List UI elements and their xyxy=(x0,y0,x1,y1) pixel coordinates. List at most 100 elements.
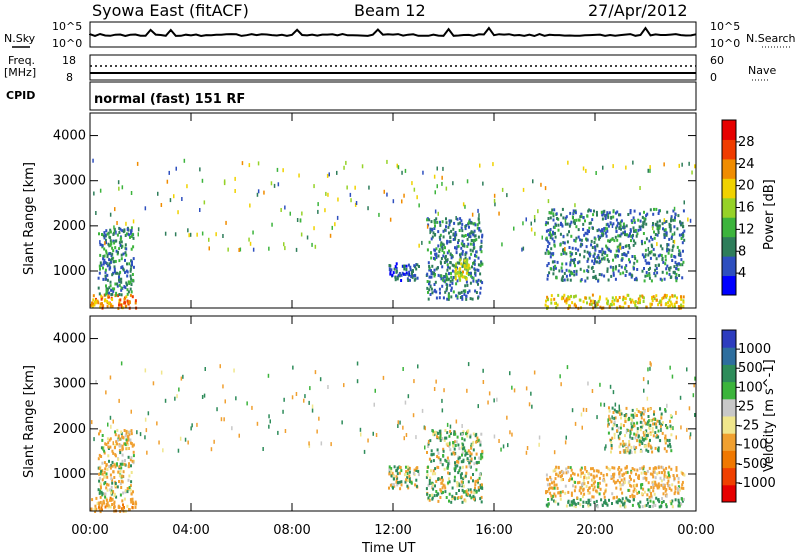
heatmap-cell xyxy=(671,294,674,298)
colorbar-tick-label: 1000 xyxy=(738,342,771,357)
heatmap-cell xyxy=(644,253,647,257)
heatmap-cell xyxy=(618,222,621,226)
heatmap-cell xyxy=(655,425,658,429)
heatmap-cell xyxy=(643,388,645,393)
heatmap-cell xyxy=(460,226,463,230)
heatmap-cell xyxy=(446,268,449,272)
heatmap-cell xyxy=(630,413,633,417)
heatmap-cell xyxy=(595,304,598,308)
heatmap-cell xyxy=(664,434,667,438)
heatmap-cell xyxy=(623,477,626,481)
heatmap-cell xyxy=(614,277,617,281)
heatmap-cell xyxy=(466,457,469,461)
heatmap-cell xyxy=(554,231,556,235)
heatmap-cell xyxy=(136,161,139,166)
heatmap-cell xyxy=(674,216,676,220)
heatmap-cell xyxy=(131,459,134,463)
heatmap-cell xyxy=(444,429,447,432)
heatmap-cell xyxy=(621,491,624,495)
heatmap-cell xyxy=(611,466,614,470)
heatmap-cell xyxy=(407,279,410,282)
colorbar-swatch xyxy=(722,450,736,469)
heatmap-cell xyxy=(462,261,465,265)
heatmap-cell xyxy=(464,256,467,260)
heatmap-cell xyxy=(556,472,559,476)
heatmap-cell xyxy=(442,254,445,258)
heatmap-cell xyxy=(99,510,102,514)
heatmap-cell xyxy=(461,451,464,455)
heatmap-cell xyxy=(632,300,635,304)
heatmap-cell xyxy=(660,504,663,508)
heatmap-cell xyxy=(107,454,110,458)
heatmap-cell xyxy=(614,235,617,239)
heatmap-cell xyxy=(563,278,566,282)
heatmap-cell xyxy=(584,279,587,283)
heatmap-cell xyxy=(295,247,298,252)
heatmap-cell xyxy=(343,165,345,170)
heatmap-cell xyxy=(611,427,614,431)
heatmap-cell xyxy=(549,231,552,235)
heatmap-cell xyxy=(547,252,550,255)
heatmap-cell xyxy=(92,294,95,298)
heatmap-cell xyxy=(549,486,552,490)
heatmap-cell xyxy=(451,278,454,282)
heatmap-cell xyxy=(457,239,460,242)
heatmap-cell xyxy=(634,304,637,307)
heatmap-cell xyxy=(411,181,413,186)
heatmap-cell xyxy=(571,258,574,262)
heatmap-cell xyxy=(460,246,463,250)
heatmap-cell xyxy=(100,455,103,458)
heatmap-cell xyxy=(303,398,305,403)
heatmap-cell xyxy=(426,248,429,252)
heatmap-cell xyxy=(636,491,639,495)
heatmap-cell xyxy=(107,294,110,297)
heatmap-cell xyxy=(446,251,449,255)
heatmap-cell xyxy=(131,500,134,504)
heatmap-cell xyxy=(653,410,656,414)
freq-label: Freq. xyxy=(8,54,35,67)
heatmap-cell xyxy=(618,264,621,267)
heatmap-cell xyxy=(538,442,540,447)
heatmap-cell xyxy=(664,489,667,493)
heatmap-cell xyxy=(126,435,129,439)
heatmap-cell xyxy=(565,298,568,302)
heatmap-cell xyxy=(666,264,669,268)
heatmap-cell xyxy=(658,422,661,426)
heatmap-cell xyxy=(111,464,114,468)
heatmap-cell xyxy=(403,473,406,477)
velocity-colorbar-label: Velocity [m s^-1] xyxy=(762,359,777,472)
heatmap-cell xyxy=(441,175,443,180)
heatmap-cell xyxy=(474,273,477,277)
heatmap-cell xyxy=(553,208,556,212)
heatmap-cell xyxy=(657,466,660,470)
heatmap-cell xyxy=(415,478,418,482)
heatmap-cell xyxy=(331,225,333,230)
heatmap-cell xyxy=(653,297,656,301)
heatmap-cell xyxy=(251,405,253,410)
heatmap-cell xyxy=(673,270,676,274)
heatmap-cell xyxy=(110,241,113,246)
heatmap-cell xyxy=(664,228,667,232)
heatmap-cell xyxy=(123,297,126,301)
heatmap-cell xyxy=(648,272,651,276)
heatmap-cell xyxy=(394,265,397,269)
heatmap-cell xyxy=(416,195,418,200)
heatmap-cell xyxy=(626,498,629,502)
heatmap-cell xyxy=(113,476,116,479)
heatmap-cell xyxy=(116,438,119,442)
heatmap-cell xyxy=(644,421,647,425)
heatmap-cell xyxy=(446,239,449,243)
heatmap-cell xyxy=(629,232,631,236)
heatmap-cell xyxy=(647,168,649,173)
heatmap-cell xyxy=(563,250,566,254)
heatmap-cell xyxy=(625,165,627,170)
heatmap-cell xyxy=(557,293,560,297)
heatmap-cell xyxy=(496,397,498,402)
heatmap-cell xyxy=(116,282,119,286)
heatmap-cell xyxy=(624,416,627,420)
heatmap-cell xyxy=(566,240,569,244)
heatmap-cell xyxy=(569,278,572,282)
heatmap-cell xyxy=(528,402,531,407)
colorbar-tick-label: -100 xyxy=(738,438,768,453)
heatmap-cell xyxy=(454,265,457,269)
